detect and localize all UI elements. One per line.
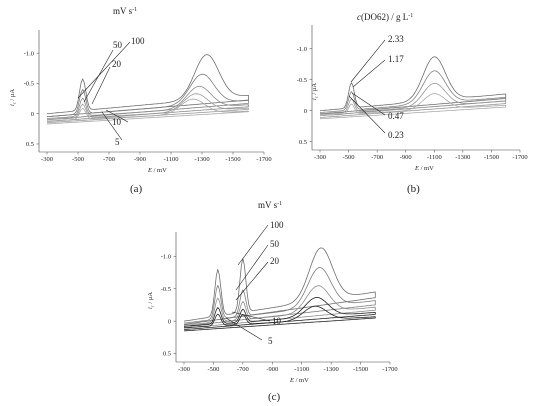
x-tick-label: -1500 [484,154,499,161]
annotation-leader [105,109,129,123]
annotation-label: 0.47 [388,111,404,121]
y-tick-label: 0.5 [163,351,171,358]
x-tick-label: -900 [134,156,146,163]
x-tick-label: -500 [343,154,355,161]
panel-c: -300 -500 -700 -900 -1100 -1300 -1500 -1700 -1.0… [147,200,398,403]
x-tick-label: -1300 [324,366,339,373]
y-tick-label: -1.0 [24,50,34,57]
legend-title-b: c(DO62) / g L-1 [357,12,413,22]
series-5 [46,98,249,125]
annotation-leader [91,66,111,105]
x-tick-label: -1700 [512,154,527,161]
annotation-leader [235,261,269,301]
xlabel-b: E / mV [414,165,434,172]
ylabel-c: ic / μA [147,292,155,309]
xlabel-c: E / mV [289,377,309,384]
x-tick-label: -900 [400,154,412,161]
legend-title-a: mV s-1 [113,6,137,16]
x-tick-label: -1700 [382,366,397,373]
annotation-label: 2.33 [388,34,404,44]
x-tick-label: -1500 [225,156,240,163]
x-tick-label: -700 [371,154,383,161]
x-tick-label: -300 [41,156,53,163]
panel-b: -300 -500 -700 -900 -1100 -1300 -1500 -1700 -1.0… [297,12,528,195]
annotation-leader [235,244,269,291]
y-tick-label: -0.5 [161,286,171,293]
y-tick-label: -1.0 [161,254,171,261]
annotation-label: 20 [270,256,280,266]
annotation-label: 100 [131,36,145,46]
xlabel-a: E / mV [147,167,167,174]
series-100 [46,54,249,118]
annotation-label: 1.17 [388,54,404,64]
x-tick-label: -1500 [353,366,368,373]
annotation-label: 10 [272,316,282,326]
annotation-leader [237,224,269,266]
y-tick-label: -0.5 [297,77,307,84]
x-tick-label: -1700 [256,156,271,163]
annotation-label: 5 [115,137,120,147]
annotation-leader [101,111,123,141]
x-tick-label: -1100 [294,366,309,373]
annotation-label: 100 [270,220,284,230]
series-2-33 [319,56,507,115]
annotation-label: 50 [113,40,123,50]
annotation-leader [352,59,386,88]
series-5 [183,305,376,332]
annotation-leader [83,49,114,103]
ylabel-b: ic / μA [311,83,319,100]
series-10 [183,296,376,330]
panel-a: -300 -500 -700 -900 -1100 -1300 -1500 -1700 -1.0… [9,6,272,195]
y-tick-label: 0.5 [299,139,307,146]
annotation-leader [350,39,386,83]
x-tick-label: -1100 [164,156,179,163]
x-tick-label: -500 [207,366,219,373]
series-0-23 [319,93,507,120]
y-tick-label: -0.5 [24,81,34,88]
annotation-label: 10 [112,117,122,127]
x-tick-label: -700 [237,366,249,373]
panel-label-b: (b) [407,183,420,195]
x-tick-label: -1100 [427,154,442,161]
legend-title-c: mV s-1 [258,200,282,210]
x-tick-label: -300 [314,154,326,161]
y-tick-label: -1.0 [297,46,307,53]
ylabel-a: ic / μA [9,89,17,106]
annotation-leader [77,41,131,99]
annotation-leader [225,317,263,341]
x-tick-label: -500 [72,156,84,163]
y-tick-label: 0 [31,111,34,118]
x-tick-label: -700 [103,156,115,163]
panel-label-c: (c) [268,391,281,403]
x-tick-label: -900 [266,366,278,373]
y-tick-label: 0 [304,108,307,115]
y-tick-label: 0.5 [26,141,34,148]
annotation-leader [348,95,386,134]
series-20 [46,85,249,122]
annotation-label: 50 [270,239,280,249]
series-10 [46,93,249,124]
series-1-17 [319,70,507,117]
annotation-label: 20 [112,59,122,69]
annotation-label: 5 [268,336,273,346]
annotation-label: 0.23 [388,130,404,140]
x-tick-label: -1300 [455,154,470,161]
x-tick-label: -1300 [194,156,209,163]
annotation-leader [231,311,271,322]
y-tick-label: 0 [168,318,171,325]
annotation-leader [351,92,386,116]
panel-label-a: (a) [130,183,143,195]
x-tick-label: -300 [178,366,190,373]
